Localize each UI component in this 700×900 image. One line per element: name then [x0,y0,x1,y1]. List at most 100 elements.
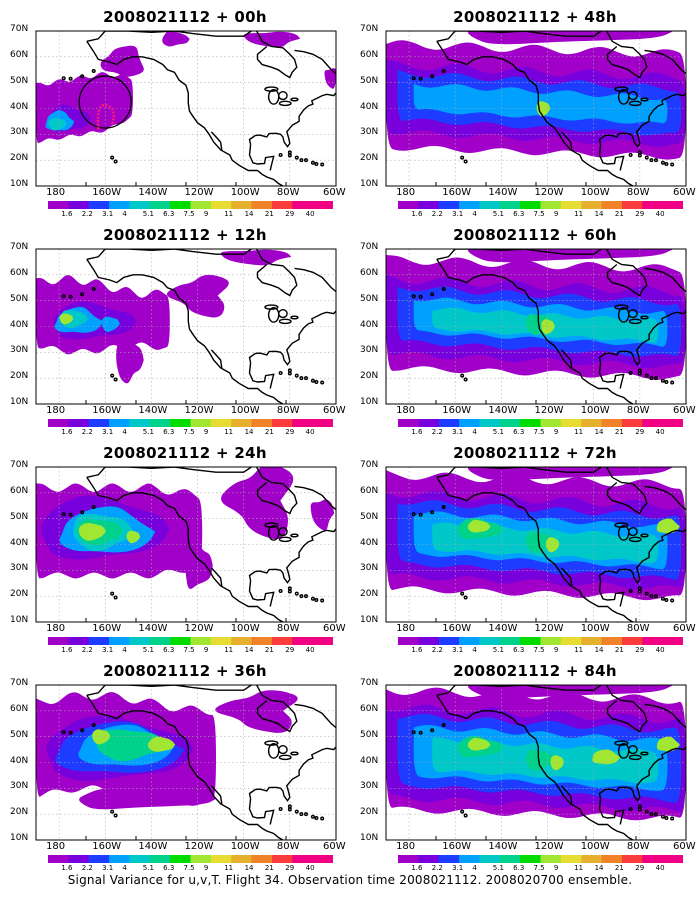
lat-label: 70N [10,24,29,34]
coastline [436,40,634,186]
island [287,807,292,812]
grid-lines [386,31,686,186]
grid-lines [36,249,336,404]
coastline [644,49,686,75]
lake [628,527,638,537]
colorbar-label: 2.2 [81,428,93,436]
lat-label: 10N [360,615,379,625]
lon-label: 180 [396,187,416,198]
island [460,155,465,160]
lake [264,740,279,746]
island [628,370,633,375]
map-panel-12h: 2008021112 + 12h 70N 60N 50N 40N 30N 20N 10N 180… [10,226,370,441]
colorbar-label: 1.6 [61,864,73,872]
colorbar-swatch [520,419,541,427]
island [278,806,283,811]
colorbar-label: 5.1 [142,646,154,654]
map-panel-60h: 2008021112 + 60h 70N 60N 50N 40N 30N 20N 10N 180… [360,226,700,441]
variance-contour [525,531,554,554]
grid-lines [386,467,686,622]
lake [278,754,292,761]
colorbar-swatch [231,419,253,427]
colorbar-swatch [581,201,603,209]
colorbar-swatch [129,201,151,209]
island [670,598,675,603]
island [463,377,468,382]
colorbar-swatch [251,637,273,645]
colorbar-swatch [251,419,273,427]
lat-label: 10N [10,397,29,407]
lat-label: 10N [360,179,379,189]
island [294,591,299,596]
lon-label: 160W [92,623,122,634]
variance-field [386,685,686,821]
lon-label: 140W [488,187,518,198]
island [68,512,73,517]
coastline [560,567,573,586]
colorbar-label: 7.5 [183,646,195,654]
colorbar-label: 1.6 [61,210,73,218]
colorbar-label: 3.1 [102,864,114,872]
lon-label: 140W [488,623,518,634]
lon-label: 140W [138,841,168,852]
colorbar-label: 4 [122,428,127,436]
lon-label: 160W [442,623,472,634]
island [110,809,115,814]
island [637,371,642,376]
map-plot [385,30,687,187]
island [664,816,669,821]
colorbar-label: 7.5 [533,210,545,218]
colorbar-swatch [190,855,212,863]
lon-label: 100W [580,841,610,852]
lat-label: 10N [10,179,29,189]
island [654,158,659,163]
coastline [644,703,686,729]
lon-label: 60W [673,841,696,852]
lon-label: 100W [580,405,610,416]
lon-label: 100W [230,623,260,634]
colorbar-label: 29 [285,428,295,436]
coastline [86,249,253,260]
colorbar [398,419,683,427]
colorbar-label: 4 [122,210,127,218]
island [649,376,654,381]
lat-label: 70N [360,242,379,252]
colorbar-label: 1.6 [61,646,73,654]
map-panel-36h: 2008021112 + 36h 70N 60N 50N 40N 30N 20N 10N 180… [10,662,370,877]
lake [278,536,292,543]
colorbar-swatch [251,855,273,863]
lake [278,527,288,537]
lat-label: 30N [360,345,379,356]
island [294,155,299,160]
colorbar-label: 14 [594,210,604,218]
lat-label: 40N [10,755,29,766]
colorbar-swatch [479,855,501,863]
colorbar-label: 29 [635,428,645,436]
lat-label: 50N [10,293,29,304]
lon-label: 100W [230,405,260,416]
colorbar-label: 6.3 [163,428,175,436]
coastline [255,31,298,79]
coastline [605,31,648,79]
colorbar-label: 7.5 [183,210,195,218]
colorbar-label: 11 [574,864,584,872]
grid-lines [386,249,686,404]
map-plot [385,248,687,405]
figure-caption: Signal Variance for u,v,T. Flight 34. Ob… [67,873,633,887]
colorbar [48,855,333,863]
island [654,594,659,599]
variance-contour [96,729,166,762]
lat-label: 30N [360,127,379,138]
coastline [560,785,573,804]
colorbar-swatch [292,419,314,427]
island [310,160,315,165]
colorbar-label: 3.1 [102,428,114,436]
lon-label: 180 [396,841,416,852]
colorbar-swatch [601,855,623,863]
colorbar-label: 40 [305,646,315,654]
colorbar-label: 4 [472,646,477,654]
island [441,505,446,510]
lat-label: 60N [10,485,29,496]
colorbar [48,637,333,645]
island [113,595,118,600]
